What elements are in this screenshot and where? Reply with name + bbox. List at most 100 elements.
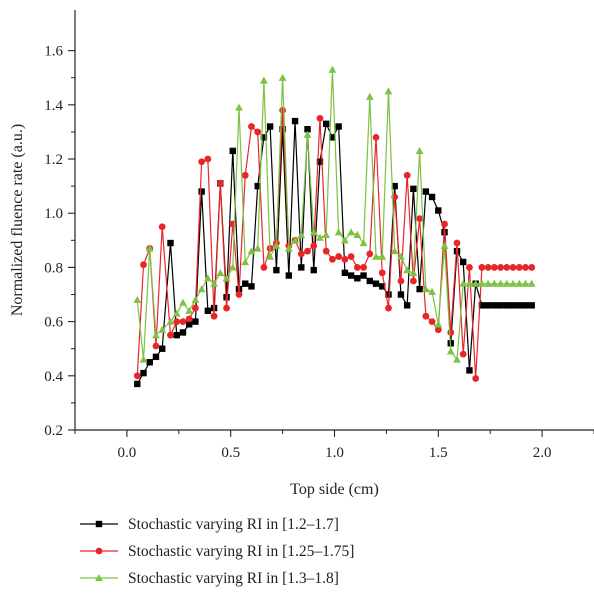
data-point <box>152 331 160 339</box>
data-point <box>158 223 166 231</box>
data-point <box>272 241 281 249</box>
data-point <box>465 279 474 287</box>
data-point <box>422 188 430 195</box>
data-point <box>158 325 167 333</box>
data-point <box>360 264 367 271</box>
data-point <box>228 263 237 271</box>
data-point <box>235 291 243 298</box>
data-point <box>410 185 417 193</box>
series-line <box>136 121 532 385</box>
data-point <box>335 253 343 260</box>
data-point <box>353 231 362 239</box>
y-tick-label: 0.2 <box>44 423 63 439</box>
data-point <box>139 355 148 363</box>
data-point <box>310 242 318 250</box>
data-point <box>204 155 212 163</box>
legend: Stochastic varying RI in [1.2–1.7] Stocha… <box>80 516 354 587</box>
data-point <box>222 274 231 282</box>
y-tick-label: 0.8 <box>44 260 63 276</box>
data-point <box>397 252 405 260</box>
data-point <box>133 372 141 380</box>
data-point <box>242 280 249 287</box>
x-tick-label: 1.5 <box>429 445 448 461</box>
legend-item-2: Stochastic varying RI in [1.25–1.75] <box>80 543 354 560</box>
data-point <box>503 264 511 271</box>
data-point <box>329 255 336 263</box>
data-point <box>334 228 343 236</box>
series-1 <box>134 117 535 388</box>
data-point <box>248 283 255 290</box>
data-point <box>278 73 287 81</box>
data-point <box>260 76 268 84</box>
data-point <box>335 123 342 130</box>
data-point <box>466 264 473 271</box>
data-point <box>347 272 355 279</box>
data-point <box>146 359 153 366</box>
data-point <box>509 264 517 271</box>
data-point <box>229 147 236 155</box>
data-point <box>422 312 430 320</box>
data-point <box>421 285 430 293</box>
data-point <box>528 302 535 309</box>
data-point <box>372 133 380 141</box>
series-line <box>136 110 532 379</box>
data-point <box>521 279 530 287</box>
data-point <box>528 264 536 271</box>
data-point <box>366 250 374 258</box>
y-tick-label: 1.6 <box>44 44 63 60</box>
data-point <box>145 244 154 252</box>
data-point <box>497 302 504 309</box>
data-point <box>204 307 212 314</box>
x-tick-label: 0.0 <box>118 445 137 461</box>
data-point <box>279 106 286 114</box>
data-point <box>241 171 249 179</box>
data-point <box>434 320 443 328</box>
data-point <box>347 253 355 260</box>
data-point <box>322 247 330 255</box>
data-point <box>359 239 368 247</box>
data-point <box>379 283 386 290</box>
data-point <box>453 355 461 363</box>
data-point <box>372 280 380 287</box>
y-tick-label: 1.0 <box>44 206 63 222</box>
data-point <box>447 329 455 336</box>
series-3 <box>133 65 536 363</box>
data-point <box>191 296 200 304</box>
data-point <box>471 279 480 287</box>
series-line <box>136 69 532 362</box>
data-point <box>185 315 193 323</box>
data-point <box>415 147 424 155</box>
data-point <box>203 274 212 282</box>
data-point <box>354 275 361 282</box>
data-point <box>347 228 356 236</box>
data-point <box>509 302 517 309</box>
data-point <box>210 279 218 287</box>
x-axis-title: Top side (cm) <box>290 481 379 498</box>
data-point <box>198 188 205 195</box>
data-point <box>197 285 206 293</box>
data-point <box>397 277 405 285</box>
data-point <box>466 367 473 374</box>
data-point <box>134 380 141 388</box>
data-point <box>446 347 455 355</box>
data-point <box>403 302 411 309</box>
x-tick-label: 1.0 <box>325 445 344 461</box>
y-tick-label: 1.4 <box>44 98 63 114</box>
data-point <box>298 264 305 271</box>
data-point <box>173 331 180 339</box>
data-point <box>216 180 224 187</box>
data-point <box>435 207 442 214</box>
y-tick-label: 0.6 <box>44 315 63 331</box>
data-point <box>329 134 336 141</box>
data-point <box>235 103 243 111</box>
data-point <box>353 264 361 271</box>
data-point <box>503 302 511 309</box>
data-point <box>472 375 480 382</box>
data-point <box>284 244 293 252</box>
data-point <box>378 252 387 260</box>
data-point <box>210 312 218 320</box>
data-point <box>192 318 199 325</box>
data-point <box>390 247 399 255</box>
data-point <box>409 277 417 285</box>
data-point <box>303 130 312 138</box>
